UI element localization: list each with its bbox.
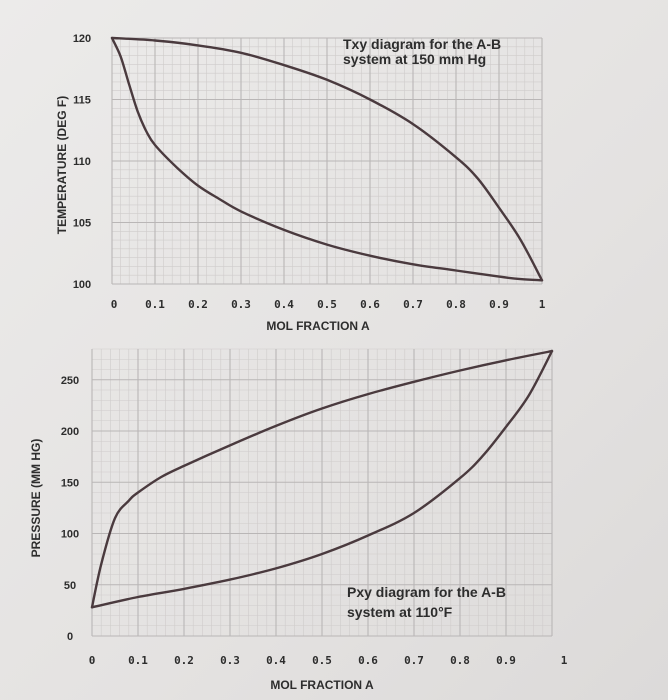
x-tick-label: 0.5	[317, 298, 337, 311]
txy-major-grid	[111, 37, 543, 285]
x-tick-label: 0.3	[220, 654, 240, 667]
x-tick-label: 0.7	[404, 654, 424, 667]
txy-x-tick-labels: 0 0.1 0.2 0.3 0.4 0.5 0.6 0.7 0.8 0.9 1	[111, 298, 546, 311]
pxy-y-axis-label: PRESSURE (MM HG)	[29, 439, 43, 558]
x-tick-label: 0.6	[360, 298, 380, 311]
series-line-0	[110, 36, 544, 282]
x-tick-label: 0.6	[358, 654, 378, 667]
y-tick-label: 200	[61, 426, 79, 438]
x-tick-label: 1	[539, 298, 546, 311]
x-tick-label: 0.9	[489, 298, 509, 311]
txy-chart: 100 105 110 115 120 0 0.1 0.2 0.3 0.4 0.5 0.6 0.7 0.…	[55, 33, 546, 333]
x-tick-label: 0.2	[188, 298, 208, 311]
y-tick-label: 100	[73, 279, 91, 291]
x-tick-label: 0.8	[446, 298, 466, 311]
y-tick-label: 105	[73, 218, 91, 230]
x-tick-label: 0.7	[403, 298, 423, 311]
pxy-chart: 0 50 100 150 200 250 0 0.1 0.2 0.3 0.4 0.5 0.6 0.7 0.…	[29, 348, 568, 692]
pxy-title-line-1: Pxy diagram for the A-B	[347, 584, 506, 600]
x-tick-label: 0	[111, 298, 118, 311]
x-tick-label: 0.1	[145, 298, 165, 311]
pxy-y-tick-labels: 0 50 100 150 200 250	[61, 375, 79, 643]
x-tick-label: 0.4	[266, 654, 286, 667]
x-tick-label: 0.3	[231, 298, 251, 311]
x-tick-label: 0	[89, 654, 96, 667]
pxy-title-line-2: system at 110°F	[347, 604, 453, 620]
series-line-1	[110, 36, 544, 282]
x-tick-label: 0.2	[174, 654, 194, 667]
y-tick-label: 0	[67, 631, 73, 643]
pxy-curves	[90, 349, 554, 609]
txy-title-line-1: Txy diagram for the A-B	[343, 36, 501, 52]
txy-curves	[110, 36, 544, 282]
y-tick-label: 110	[73, 156, 91, 168]
txy-y-axis-label: TEMPERATURE (DEG F)	[55, 96, 69, 234]
y-tick-label: 120	[73, 33, 91, 45]
y-tick-label: 50	[64, 580, 76, 592]
x-tick-label: 0.4	[274, 298, 294, 311]
y-tick-label: 115	[73, 95, 91, 107]
x-tick-label: 0.1	[128, 654, 148, 667]
pxy-x-axis-label: MOL FRACTION A	[270, 678, 374, 692]
txy-y-tick-labels: 100 105 110 115 120	[73, 33, 91, 291]
y-tick-label: 250	[61, 375, 79, 387]
x-tick-label: 1	[561, 654, 568, 667]
x-tick-label: 0.5	[312, 654, 332, 667]
x-tick-label: 0.8	[450, 654, 470, 667]
txy-title-line-2: system at 150 mm Hg	[343, 51, 486, 67]
y-tick-label: 100	[61, 529, 79, 541]
series-line-0	[90, 349, 554, 609]
pxy-x-tick-labels: 0 0.1 0.2 0.3 0.4 0.5 0.6 0.7 0.8 0.9 1	[89, 654, 568, 667]
txy-x-axis-label: MOL FRACTION A	[266, 319, 370, 333]
series-line-1	[90, 349, 554, 609]
x-tick-label: 0.9	[496, 654, 516, 667]
y-tick-label: 150	[61, 477, 79, 489]
